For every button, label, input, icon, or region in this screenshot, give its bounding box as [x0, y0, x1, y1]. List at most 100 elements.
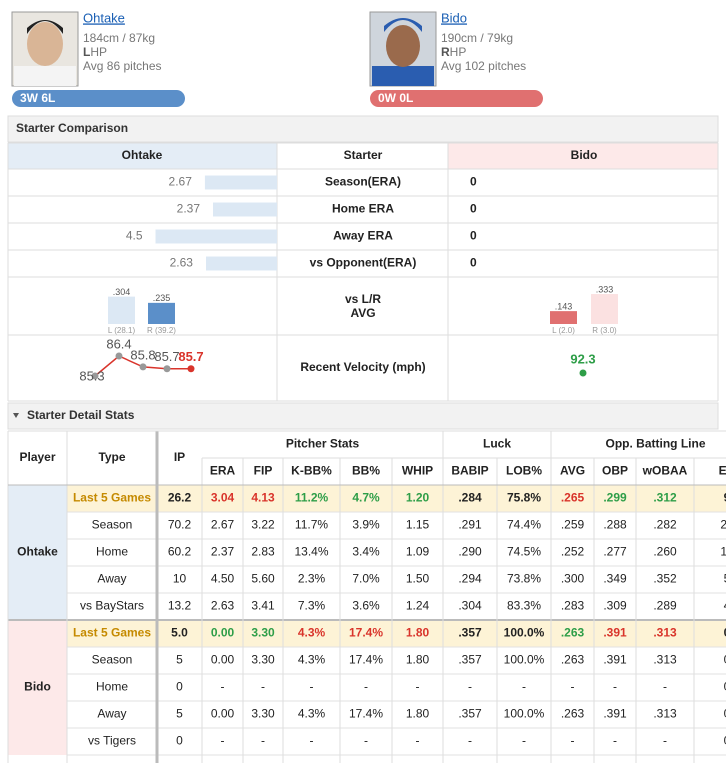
pitcher-hand: R — [441, 45, 450, 59]
stat-cell: .289 — [653, 599, 677, 613]
column-header: OBP — [602, 464, 628, 478]
stat-cell: .352 — [653, 572, 677, 586]
column-header: Bido — [571, 148, 598, 162]
stat-cell: .263 — [561, 653, 585, 667]
column-header: AVG — [560, 464, 585, 478]
velocity-label: 85.3 — [79, 368, 104, 383]
stat-cell: .263 — [561, 707, 585, 721]
velocity-point — [579, 369, 587, 377]
stat-cell: .349 — [603, 572, 627, 586]
stat-cell: - — [468, 734, 472, 748]
stat-cell: Home — [96, 545, 128, 559]
stat-cell: 4.3% — [298, 653, 326, 667]
stat-cell: 4.3% — [298, 707, 326, 721]
player-cell — [8, 620, 67, 755]
stat-cell: .277 — [603, 545, 627, 559]
record-bar — [12, 90, 185, 107]
pitcher-name[interactable]: Ohtake — [83, 10, 125, 25]
stat-cell: .283 — [561, 599, 585, 613]
pitcher-hand: L — [83, 45, 90, 59]
collapse-icon[interactable] — [13, 413, 19, 418]
stat-cell: .357 — [458, 707, 482, 721]
stat-cell: 3.41 — [251, 599, 275, 613]
stat-cell: .313 — [653, 707, 677, 721]
row-label: Season(ERA) — [325, 175, 401, 189]
stat-cell: - — [613, 734, 617, 748]
velocity-label: 85.7 — [154, 349, 179, 364]
stat-cell: .357 — [458, 653, 482, 667]
velocity-label: 86.4 — [106, 336, 131, 351]
stat-cell: .259 — [561, 518, 585, 532]
stat-cell: 26.2 — [168, 491, 192, 505]
stat-cell: 74.4% — [507, 518, 541, 532]
stat-cell: 11.2% — [295, 491, 329, 505]
era-bar — [213, 202, 277, 217]
stat-cell: - — [522, 680, 526, 694]
stat-cell: - — [310, 734, 314, 748]
stat-cell: .357 — [458, 626, 482, 640]
stat-cell: .391 — [603, 626, 627, 640]
stat-cell: 17.4% — [349, 626, 383, 640]
stat-cell: 17.4% — [349, 707, 383, 721]
stat-cell: - — [364, 680, 368, 694]
stat-cell: 3.9% — [352, 518, 380, 532]
right-value: 0 — [470, 256, 477, 270]
pitcher-hand-rest: HP — [450, 45, 467, 59]
stat-cell: 5 — [176, 653, 183, 667]
row-label: vs L/R — [345, 292, 381, 306]
velocity-label: 85.7 — [178, 349, 203, 364]
velocity-label: 92.3 — [570, 351, 595, 366]
stat-cell: 3.30 — [251, 626, 275, 640]
stat-cell: 4.3% — [298, 626, 326, 640]
left-value: 4.5 — [126, 229, 143, 243]
stat-cell: .284 — [458, 491, 482, 505]
stat-cell: 1.80 — [406, 707, 430, 721]
stat-cell: 4.7% — [352, 491, 380, 505]
stat-cell: 3.4% — [352, 545, 380, 559]
player-name: Bido — [24, 680, 51, 694]
stat-cell: Season — [92, 653, 133, 667]
era-bar — [155, 229, 277, 244]
record: 3W 6L — [20, 91, 55, 105]
stat-cell: .290 — [458, 545, 482, 559]
split-label: R (39.2) — [147, 326, 176, 335]
stat-cell: 100.0% — [504, 653, 545, 667]
right-value: 0 — [470, 202, 477, 216]
left-value: 2.37 — [177, 202, 201, 216]
stat-cell: 0 — [176, 734, 183, 748]
stat-cell: - — [364, 734, 368, 748]
pitcher-pitches: Avg 102 pitches — [441, 59, 526, 73]
stat-cell: 3.04 — [211, 491, 235, 505]
stat-cell: 21 — [720, 518, 726, 532]
stat-cell: - — [663, 734, 667, 748]
avg-label: .333 — [596, 284, 614, 294]
row-label: AVG — [350, 306, 375, 320]
stat-cell: 1.50 — [406, 572, 430, 586]
stat-cell: 17.4% — [349, 653, 383, 667]
stat-cell: - — [571, 680, 575, 694]
stat-cell: 3.22 — [251, 518, 275, 532]
pitcher-pitches: Avg 86 pitches — [83, 59, 162, 73]
stat-cell: 7.0% — [352, 572, 380, 586]
column-header: K-BB% — [291, 464, 332, 478]
left-value: 2.67 — [169, 175, 193, 189]
left-value: 2.63 — [170, 256, 194, 270]
column-header: wOBAA — [642, 464, 688, 478]
stat-cell: 13.2 — [168, 599, 192, 613]
stat-cell: 9 — [724, 491, 726, 505]
pitcher-name[interactable]: Bido — [441, 10, 467, 25]
stat-cell: .309 — [603, 599, 627, 613]
stat-cell: 2.67 — [211, 518, 235, 532]
stat-cell: 1.80 — [406, 626, 430, 640]
stat-cell: 5 — [176, 707, 183, 721]
column-header: BABIP — [451, 464, 488, 478]
stat-cell: 7.3% — [298, 599, 326, 613]
stat-cell: vs BayStars — [80, 599, 144, 613]
section-title: Starter Comparison — [16, 121, 128, 135]
stat-cell: .294 — [458, 572, 482, 586]
photo — [369, 11, 437, 87]
column-header: Ohtake — [122, 148, 163, 162]
stat-cell: 10 — [173, 572, 187, 586]
cell-bg — [8, 143, 277, 169]
split-label: L (2.0) — [552, 326, 575, 335]
